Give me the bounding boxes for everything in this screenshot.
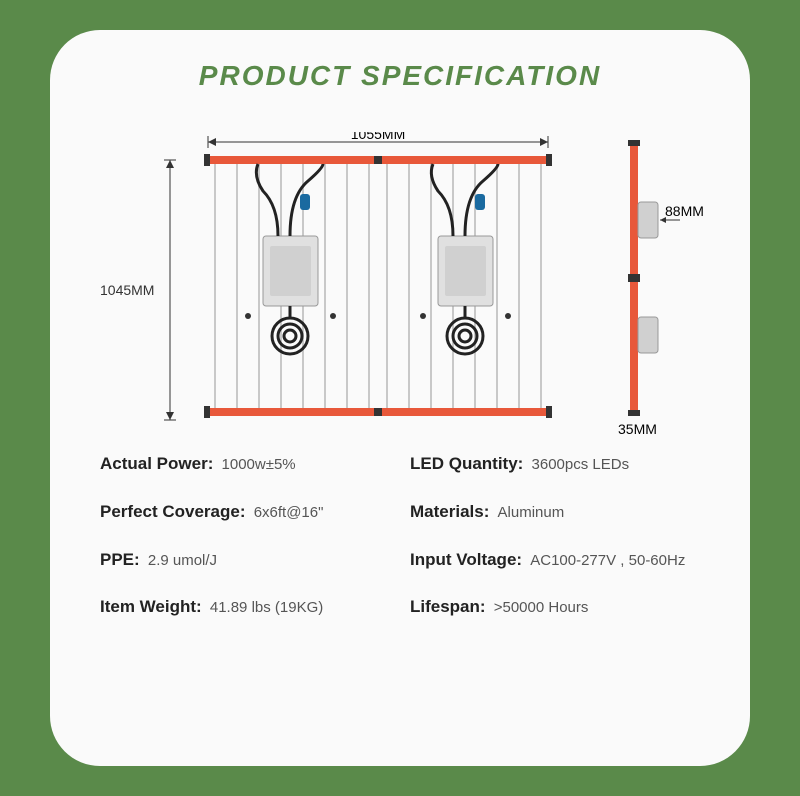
spec-value: 2.9 umol/J bbox=[148, 552, 217, 569]
spec-actual-power: Actual Power: 1000w±5% bbox=[100, 452, 390, 476]
height-dim-label: 1045MM bbox=[100, 282, 154, 298]
spec-input-voltage: Input Voltage: AC100-277V , 50-60Hz bbox=[410, 548, 700, 572]
page-title: PRODUCT SPECIFICATION bbox=[90, 60, 710, 92]
spec-lifespan: Lifespan: >50000 Hours bbox=[410, 595, 700, 619]
spec-label: Materials: bbox=[410, 502, 489, 521]
depth-dim-label: 88MM bbox=[665, 203, 704, 219]
spec-label: Item Weight: bbox=[100, 597, 202, 616]
spec-weight: Item Weight: 41.89 lbs (19KG) bbox=[100, 595, 390, 619]
spec-label: LED Quantity: bbox=[410, 454, 523, 473]
spec-ppe: PPE: 2.9 umol/J bbox=[100, 548, 390, 572]
spec-label: Perfect Coverage: bbox=[100, 502, 246, 521]
thickness-dim-label: 35MM bbox=[618, 421, 657, 437]
spec-value: 3600pcs LEDs bbox=[532, 456, 630, 473]
side-view-diagram: 88MM 35MM bbox=[610, 132, 720, 457]
spec-value: >50000 Hours bbox=[494, 599, 589, 616]
width-dim-label: 1055MM bbox=[351, 132, 405, 142]
spec-value: 41.89 lbs (19KG) bbox=[210, 599, 323, 616]
spec-card: PRODUCT SPECIFICATION 1055MM bbox=[50, 30, 750, 766]
spec-value: 1000w±5% bbox=[222, 456, 296, 473]
spec-value: 6x6ft@16" bbox=[254, 504, 324, 521]
spec-value: Aluminum bbox=[498, 504, 565, 521]
spec-label: Input Voltage: bbox=[410, 550, 522, 569]
spec-coverage: Perfect Coverage: 6x6ft@16" bbox=[100, 500, 390, 524]
top-view-svg: 1055MM bbox=[160, 132, 570, 442]
spec-label: Actual Power: bbox=[100, 454, 213, 473]
diagram-area: 1055MM bbox=[90, 102, 710, 432]
top-view-diagram: 1055MM bbox=[160, 132, 570, 447]
spec-materials: Materials: Aluminum bbox=[410, 500, 700, 524]
spec-value: AC100-277V , 50-60Hz bbox=[530, 552, 685, 569]
spec-label: Lifespan: bbox=[410, 597, 486, 616]
specs-grid: Actual Power: 1000w±5% LED Quantity: 360… bbox=[90, 452, 710, 619]
spec-label: PPE: bbox=[100, 550, 140, 569]
side-view-svg: 88MM 35MM bbox=[610, 132, 720, 452]
